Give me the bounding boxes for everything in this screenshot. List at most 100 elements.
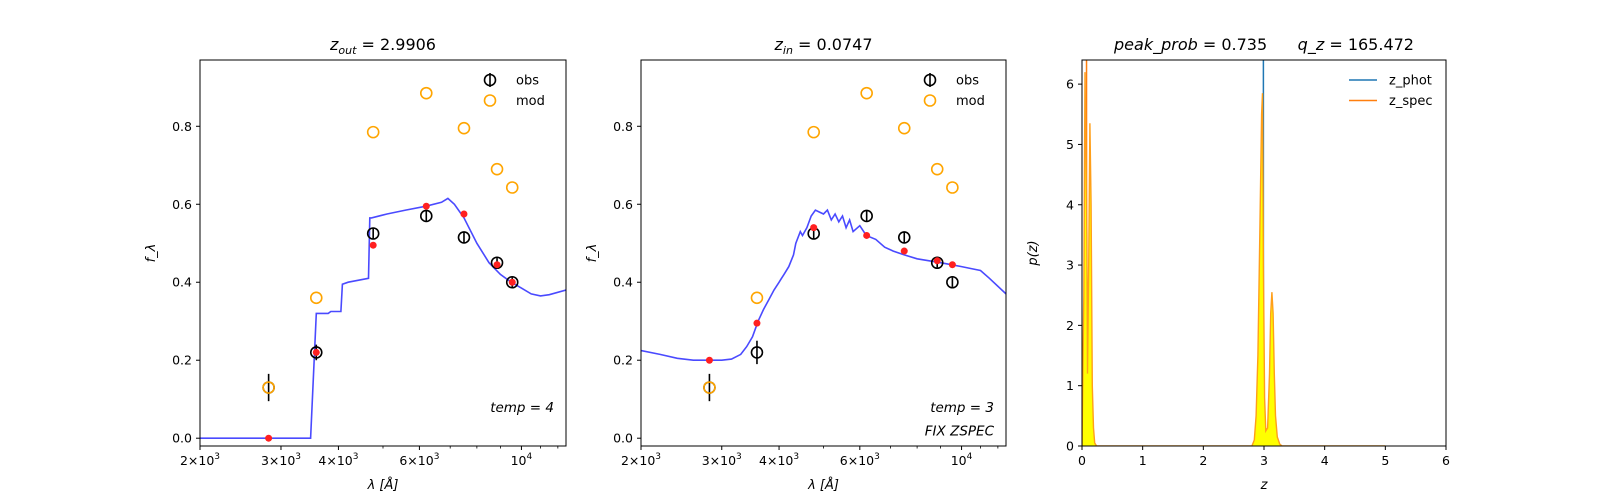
x-tick-label: 4: [1321, 453, 1329, 468]
x-tick-label: 6×103: [399, 452, 439, 468]
mod-point: [946, 181, 959, 194]
x-tick-label: 3×103: [702, 452, 742, 468]
legend-obs-marker: [483, 73, 497, 87]
model-photometry-point: [265, 434, 273, 442]
model-photometry-point: [863, 231, 871, 239]
y-tick-label: 0.8: [613, 119, 633, 134]
obs-point: [309, 346, 323, 359]
mod-point: [897, 121, 911, 135]
y-tick-label: 0.4: [172, 275, 192, 290]
y-tick-label: 6: [1066, 77, 1074, 92]
y-tick-label: 0.2: [172, 353, 192, 368]
mod-point: [419, 86, 433, 100]
axes-frame: [199, 59, 567, 447]
y-tick-label: 4: [1066, 197, 1074, 212]
model-photometry-point: [312, 348, 320, 356]
obs-point: [930, 256, 944, 270]
plot-area: [641, 86, 1006, 402]
axes-title: zout = 2.9906: [329, 35, 436, 57]
legend-label-obs: obs: [516, 74, 539, 89]
sed-template-line: [641, 208, 1006, 362]
axes-frame: [640, 59, 1007, 447]
mod-point: [703, 381, 716, 394]
x-tick-label: 4×103: [759, 452, 799, 468]
x-tick-label: 6: [1442, 453, 1450, 468]
obs-point: [946, 275, 959, 289]
obs-point: [505, 275, 519, 289]
mod-point: [457, 121, 471, 135]
axes-title: peak_prob = 0.735 q_z = 165.472: [1113, 35, 1414, 55]
x-tick-label: 1: [1139, 453, 1147, 468]
y-tick-label: 0.0: [172, 431, 192, 446]
obs-point: [860, 209, 873, 223]
obs-point: [419, 209, 433, 223]
model-photometry-point: [369, 241, 377, 249]
panel-1: 0.0 0.2 0.4 0.6 0.8 2×103 3×103 4×103 6×103 104 zo…: [144, 35, 567, 493]
y-tick-label: 2: [1066, 318, 1074, 333]
x-tick-label: 104: [511, 452, 533, 468]
obs-point: [490, 256, 504, 270]
panel-2: 0.0 0.2 0.4 0.6 0.8 2×103 3×103 4×103 6×103 104 zi…: [585, 35, 1007, 493]
annotation: FIX ZSPEC: [925, 424, 995, 440]
legend-label-z_phot: z_phot: [1389, 74, 1432, 89]
x-tick-label: 6×103: [840, 452, 880, 468]
model-photometry-point: [460, 210, 468, 218]
mod-point: [505, 181, 519, 194]
x-axis-label: z: [1260, 478, 1269, 493]
y-axis-label: f_λ: [144, 244, 159, 263]
pz-fill: [1082, 72, 1386, 446]
x-axis-label: λ [Å]: [367, 477, 399, 493]
mod-point: [807, 125, 821, 139]
mod-point: [490, 162, 504, 176]
x-tick-label: 2×103: [621, 452, 661, 468]
y-tick-label: 0.4: [613, 275, 633, 290]
mod-point: [930, 162, 944, 176]
y-axis-label: f_λ: [585, 244, 600, 263]
model-photometry-point: [705, 356, 713, 364]
y-tick-label: 0.8: [172, 119, 192, 134]
x-tick-label: 5: [1381, 453, 1389, 468]
model-photometry-point: [508, 278, 516, 286]
y-tick-label: 0: [1066, 439, 1074, 454]
model-photometry-point: [493, 261, 501, 269]
model-photometry-point: [948, 261, 956, 269]
obs-point: [750, 346, 764, 359]
mod-point: [262, 381, 275, 394]
annotation: temp = 3: [930, 400, 994, 416]
x-tick-label: 104: [951, 452, 973, 468]
pz-line: [1082, 72, 1386, 446]
plot-area: [200, 86, 566, 442]
model-photometry-point: [753, 319, 761, 327]
model-photometry-point: [900, 247, 908, 255]
mod-point: [750, 291, 764, 305]
model-photometry-point: [933, 257, 941, 265]
y-axis-label: p(z): [1026, 240, 1041, 266]
legend-mod-marker: [923, 94, 937, 107]
x-axis-label: λ [Å]: [807, 477, 839, 493]
y-tick-label: 0.6: [172, 197, 192, 212]
legend-mod-marker: [483, 94, 497, 107]
model-photometry-point: [810, 224, 818, 232]
panel-3: 0 1 2 3 4 5 6 0 1 2 3 4 5 6 peak_prob = 0.735 q_z = 16…: [1026, 35, 1450, 493]
mod-point: [366, 125, 380, 139]
mod-point: [860, 86, 873, 100]
x-tick-label: 3: [1260, 453, 1268, 468]
annotation: temp = 4: [490, 400, 554, 416]
x-tick-label: 2×103: [180, 452, 220, 468]
y-tick-label: 3: [1066, 258, 1074, 273]
y-tick-label: 0.0: [613, 431, 633, 446]
plot-area: [1082, 60, 1386, 446]
legend-label-mod: mod: [956, 94, 985, 109]
mod-point: [309, 291, 323, 305]
obs-point: [366, 227, 380, 240]
y-tick-label: 0.6: [613, 197, 633, 212]
x-tick-label: 2: [1199, 453, 1207, 468]
x-tick-label: 4×103: [318, 452, 358, 468]
legend-obs-marker: [923, 73, 937, 87]
obs-point: [897, 231, 911, 244]
x-tick-label: 0: [1078, 453, 1086, 468]
y-tick-label: 1: [1066, 378, 1074, 393]
y-tick-label: 0.2: [613, 353, 633, 368]
x-tick-label: 3×103: [261, 452, 301, 468]
